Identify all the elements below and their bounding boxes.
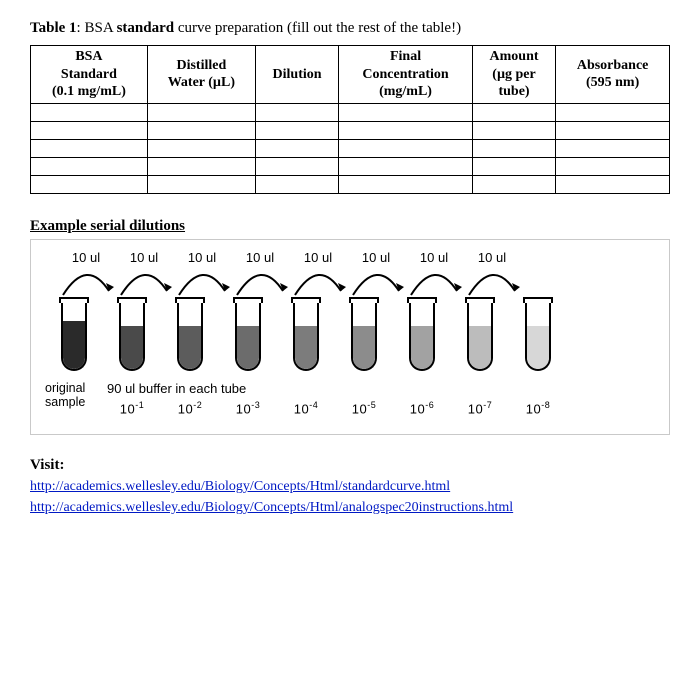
- buffer-note: 90 ul buffer in each tube: [107, 381, 655, 396]
- dilution-label: 10-8: [509, 400, 567, 416]
- link-analogspec[interactable]: http://academics.wellesley.edu/Biology/C…: [30, 500, 513, 515]
- table-cell: [147, 121, 255, 139]
- table-cell: [147, 139, 255, 157]
- table-row: [31, 121, 670, 139]
- table-number: Table 1: [30, 20, 77, 36]
- transfer-arrow: [289, 267, 347, 297]
- tube: [103, 297, 161, 371]
- table-cell: [31, 121, 148, 139]
- title-bold: standard: [117, 20, 175, 36]
- original-sample-label: original sample: [45, 381, 103, 410]
- tube: [509, 297, 567, 371]
- transfer-arrow: [347, 267, 405, 297]
- table-cell: [556, 157, 670, 175]
- column-header: DistilledWater (µL): [147, 46, 255, 104]
- dilution-label: 10-3: [219, 400, 277, 416]
- title-suffix: curve preparation (fill out the rest of …: [178, 20, 461, 36]
- transfer-arrow: [57, 267, 115, 297]
- visit-links: http://academics.wellesley.edu/Biology/C…: [30, 476, 670, 518]
- tube: [219, 297, 277, 371]
- table-cell: [339, 139, 473, 157]
- table-cell: [472, 103, 555, 121]
- tube: [335, 297, 393, 371]
- table-row: [31, 157, 670, 175]
- table-caption: Table 1: BSA standard curve preparation …: [30, 20, 670, 37]
- table-row: [31, 139, 670, 157]
- table-cell: [339, 157, 473, 175]
- table-cell: [255, 139, 338, 157]
- transfer-arrow: [173, 267, 231, 297]
- tube: [161, 297, 219, 371]
- table-row: [31, 175, 670, 193]
- table-cell: [147, 175, 255, 193]
- column-header: FinalConcentration(mg/mL): [339, 46, 473, 104]
- dilution-label: 10-7: [451, 400, 509, 416]
- column-header: Dilution: [255, 46, 338, 104]
- column-header: Absorbance(595 nm): [556, 46, 670, 104]
- table-cell: [255, 175, 338, 193]
- table-cell: [556, 103, 670, 121]
- table-cell: [556, 139, 670, 157]
- table-cell: [31, 175, 148, 193]
- column-header: BSAStandard(0.1 mg/mL): [31, 46, 148, 104]
- dilution-label: 10-2: [161, 400, 219, 416]
- dilution-label: 10-5: [335, 400, 393, 416]
- transfer-arrow: [231, 267, 289, 297]
- transfer-arrow: [115, 267, 173, 297]
- table-cell: [556, 121, 670, 139]
- table-cell: [255, 121, 338, 139]
- table-cell: [31, 103, 148, 121]
- dilution-label: 10-4: [277, 400, 335, 416]
- example-heading: Example serial dilutions: [30, 218, 670, 235]
- table-cell: [556, 175, 670, 193]
- table-cell: [31, 157, 148, 175]
- table-cell: [255, 157, 338, 175]
- tube: [277, 297, 335, 371]
- visit-label: Visit:: [30, 457, 670, 474]
- transfer-arrow: [405, 267, 463, 297]
- table-row: [31, 103, 670, 121]
- serial-dilution-diagram: 10 ul10 ul10 ul10 ul10 ul10 ul10 ul10 ul: [30, 239, 670, 435]
- table-cell: [147, 103, 255, 121]
- tube: [45, 297, 103, 371]
- dilution-label: 10-1: [103, 400, 161, 416]
- table-cell: [472, 139, 555, 157]
- table-cell: [31, 139, 148, 157]
- column-header: Amount(µg pertube): [472, 46, 555, 104]
- table-cell: [339, 175, 473, 193]
- tube: [451, 297, 509, 371]
- table-cell: [339, 103, 473, 121]
- table-cell: [339, 121, 473, 139]
- tube: [393, 297, 451, 371]
- dilution-label: 10-6: [393, 400, 451, 416]
- transfer-arrow: [463, 267, 521, 297]
- table-cell: [472, 121, 555, 139]
- table-cell: [255, 103, 338, 121]
- table-cell: [147, 157, 255, 175]
- title-prefix: BSA: [84, 20, 112, 36]
- table-cell: [472, 175, 555, 193]
- table-cell: [472, 157, 555, 175]
- bsa-standard-table: BSAStandard(0.1 mg/mL)DistilledWater (µL…: [30, 45, 670, 194]
- link-standardcurve[interactable]: http://academics.wellesley.edu/Biology/C…: [30, 479, 450, 494]
